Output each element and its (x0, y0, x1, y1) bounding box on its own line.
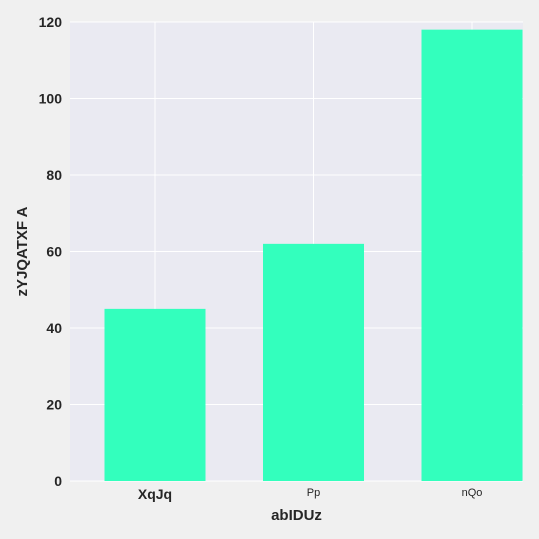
x-tick-label: XqJq (138, 486, 172, 502)
y-tick-label: 20 (46, 397, 62, 413)
x-tick-label: Pp (307, 487, 320, 499)
y-tick-label: 120 (39, 14, 63, 30)
y-tick-label: 80 (46, 167, 62, 183)
y-axis-ticks: 0 20 40 60 80 100 120 (39, 14, 63, 489)
y-axis-title: zYJQATXF A (14, 206, 31, 296)
y-tick-label: 100 (39, 91, 63, 107)
bars (104, 29, 523, 482)
bar-pp (263, 243, 364, 481)
y-tick-label: 0 (54, 473, 62, 489)
bar-nqo (421, 29, 523, 482)
y-tick-label: 40 (46, 320, 62, 336)
y-tick-label: 60 (46, 244, 62, 260)
bar-xqjq (104, 308, 206, 481)
x-axis-ticks: XqJq Pp nQo (138, 486, 483, 502)
x-tick-label: nQo (462, 487, 483, 499)
x-axis-title: abIDUz (271, 507, 322, 524)
